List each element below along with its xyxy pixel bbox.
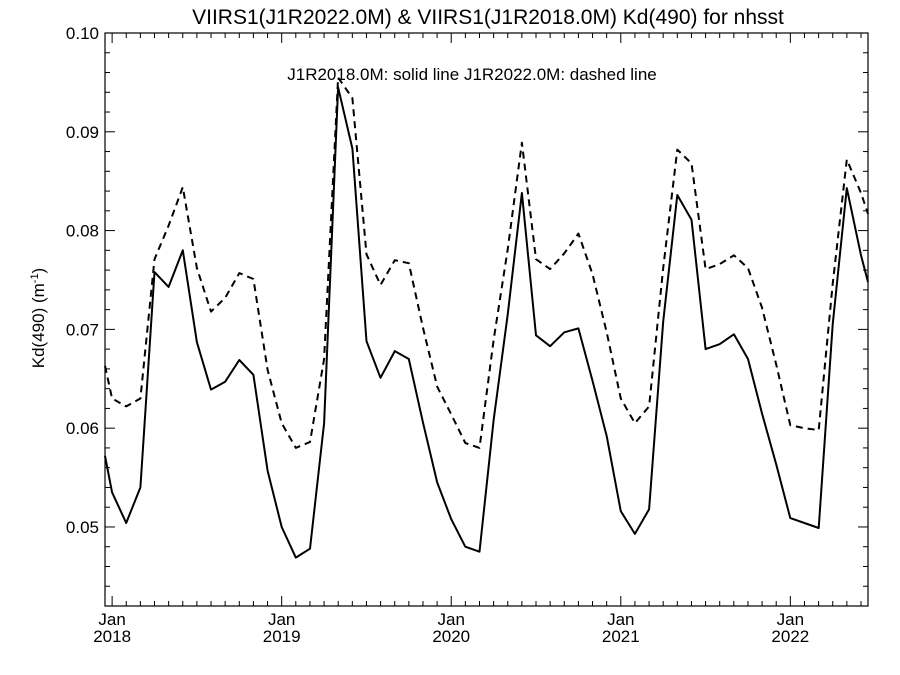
axis-ticks: 0.050.060.070.080.090.10Jan2018Jan2019Ja… (66, 24, 868, 646)
y-tick-label: 0.07 (66, 320, 99, 339)
y-tick-label: 0.06 (66, 419, 99, 438)
y-axis-label-close: ) (29, 268, 48, 274)
x-tick-label-month: Jan (438, 610, 465, 629)
x-tick-label-year: 2018 (93, 627, 131, 646)
x-tick-label-month: Jan (607, 610, 634, 629)
y-axis-label-superscript: -1 (29, 273, 41, 283)
chart-subtitle: J1R2018.0M: solid line J1R2022.0M: dashe… (287, 65, 657, 84)
x-tick-label-month: Jan (777, 610, 804, 629)
chart-title: VIIRS1(J1R2022.0M) & VIIRS1(J1R2018.0M) … (192, 6, 784, 29)
x-tick-label-month: Jan (268, 610, 295, 629)
x-tick-label-year: 2019 (263, 627, 301, 646)
series-line-j1r2018-0m (104, 86, 869, 559)
x-tick-label-year: 2021 (602, 627, 640, 646)
series-lines (104, 76, 869, 559)
x-tick-label-year: 2020 (432, 627, 470, 646)
series-line-j1r2022-0m (104, 76, 869, 449)
y-tick-label: 0.08 (66, 222, 99, 241)
y-tick-label: 0.09 (66, 123, 99, 142)
y-tick-label: 0.05 (66, 518, 99, 537)
y-axis-label: Kd(490) (m-1) (29, 268, 48, 368)
x-tick-label-year: 2022 (771, 627, 809, 646)
x-tick-label-month: Jan (98, 610, 125, 629)
plot-frame (104, 32, 869, 607)
y-tick-label: 0.10 (66, 24, 99, 43)
